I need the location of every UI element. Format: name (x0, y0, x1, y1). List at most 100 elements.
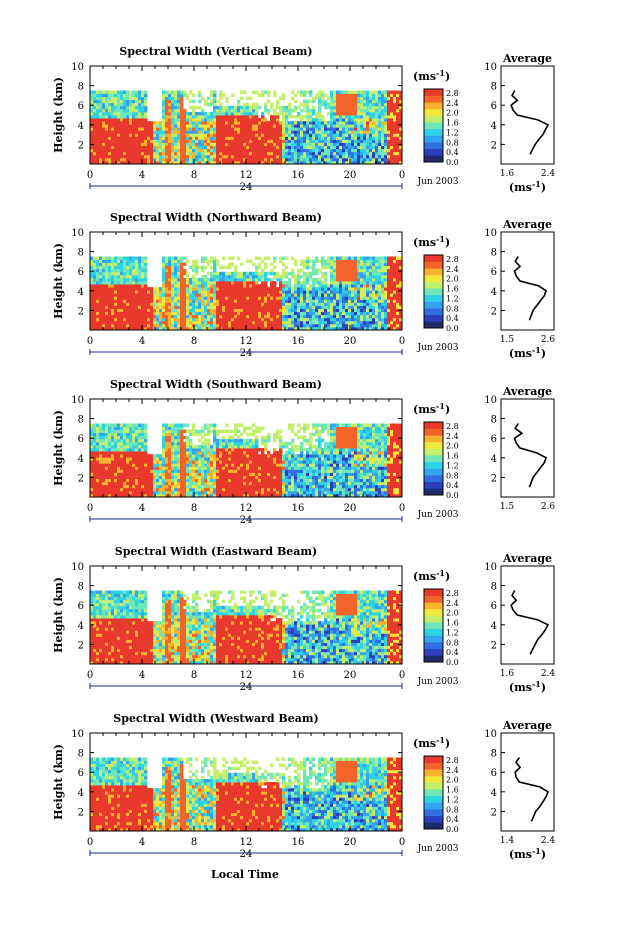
heatmap-cell (186, 274, 190, 279)
heatmap-cell (351, 281, 355, 285)
heatmap-cell (192, 127, 196, 131)
heatmap-cell (249, 133, 253, 137)
heatmap-cell (273, 302, 277, 306)
heatmap-cell (351, 296, 355, 300)
heatmap-cell (237, 160, 241, 165)
heatmap-cell (198, 277, 202, 282)
heatmap-cell (210, 99, 214, 104)
heatmap-cell (234, 305, 238, 309)
heatmap-cell (384, 259, 388, 264)
heatmap-cell (144, 290, 148, 294)
heatmap-cell (162, 305, 166, 309)
heatmap-cell (153, 121, 157, 125)
heatmap-cell (315, 127, 319, 131)
heatmap-cell (324, 326, 328, 331)
heatmap-cell (225, 121, 229, 125)
heatmap-cell (384, 108, 388, 113)
heatmap-cell (261, 317, 265, 322)
heatmap-cell (330, 320, 334, 325)
heatmap-cell (117, 438, 121, 443)
heatmap-cell (123, 154, 127, 159)
heatmap-cell (366, 274, 370, 279)
heatmap-cell (210, 142, 214, 147)
heatmap-cell (114, 305, 118, 309)
x-tick-label: 0 (87, 170, 93, 181)
heatmap-cell (93, 493, 97, 498)
heatmap-cell (99, 154, 103, 159)
heatmap-cell (327, 136, 331, 140)
heatmap-cell (354, 139, 358, 143)
heatmap-cell (381, 108, 385, 113)
heatmap-cell (141, 274, 145, 279)
heatmap-cell (378, 105, 382, 110)
heatmap-cell (177, 118, 181, 122)
heatmap-cell (135, 93, 139, 98)
heatmap-cell (225, 111, 229, 116)
heatmap-cell (255, 151, 259, 156)
heatmap-cell (204, 115, 208, 119)
heatmap-cell (216, 151, 220, 156)
heatmap-cell (249, 284, 253, 288)
heatmap-cell (168, 142, 172, 147)
heatmap-cell (168, 118, 172, 122)
y-tick-label: 8 (78, 248, 84, 259)
heatmap-cell (378, 142, 382, 147)
heatmap-cell (306, 287, 310, 291)
heatmap-cell (117, 111, 121, 116)
heatmap-cell (90, 118, 94, 122)
heatmap-cell (351, 121, 355, 125)
heatmap-cell (333, 311, 337, 316)
heatmap-cell (126, 148, 130, 153)
heatmap-cell (210, 154, 214, 159)
heatmap-cell (333, 274, 337, 279)
heatmap-cell (201, 284, 205, 288)
heatmap-cell (273, 293, 277, 297)
heatmap-cell (168, 296, 172, 300)
heatmap-cell (102, 90, 106, 94)
heatmap-cell (249, 96, 253, 101)
heatmap-cell (225, 290, 229, 294)
heatmap-cell (96, 151, 100, 156)
heatmap-cell (231, 256, 235, 260)
heatmap-cell (219, 326, 223, 331)
heatmap-cell (276, 302, 280, 306)
heatmap-cell (369, 151, 373, 156)
heatmap-cell (372, 271, 376, 276)
heatmap-cell (108, 145, 112, 150)
heatmap-cell (240, 151, 244, 156)
heatmap-cell (120, 287, 124, 291)
heatmap-cell (99, 284, 103, 288)
heatmap-cell (348, 133, 352, 137)
heatmap-cell (219, 90, 223, 94)
heatmap-cell (276, 154, 280, 159)
heatmap-cell (108, 284, 112, 288)
colorbar-band (424, 115, 443, 123)
heatmap-cell (102, 268, 106, 273)
heatmap-cell (297, 148, 301, 153)
heatmap-cell (102, 493, 106, 498)
heatmap-cell (174, 127, 178, 131)
heatmap-cell (120, 133, 124, 137)
heatmap-cell (399, 317, 403, 322)
heatmap-cell (345, 127, 349, 131)
heatmap-cell (216, 154, 220, 159)
heatmap-cell (360, 99, 364, 104)
heatmap-cell (315, 139, 319, 143)
heatmap-cell (336, 157, 340, 162)
heatmap-cell (105, 317, 109, 322)
heatmap-cell (198, 314, 202, 319)
heatmap-cell (318, 160, 322, 165)
heatmap-cell (252, 274, 256, 279)
heatmap-cell (117, 139, 121, 143)
heatmap-cell (108, 484, 112, 489)
heatmap-cell (153, 287, 157, 291)
heatmap-cell (195, 305, 199, 309)
heatmap-cell (93, 148, 97, 153)
heatmap-cell (105, 287, 109, 291)
heatmap-cell (159, 299, 163, 303)
heatmap-cell (228, 314, 232, 319)
heatmap-cell (93, 96, 97, 101)
heatmap-cell (252, 317, 256, 322)
heatmap-cell (363, 305, 367, 309)
